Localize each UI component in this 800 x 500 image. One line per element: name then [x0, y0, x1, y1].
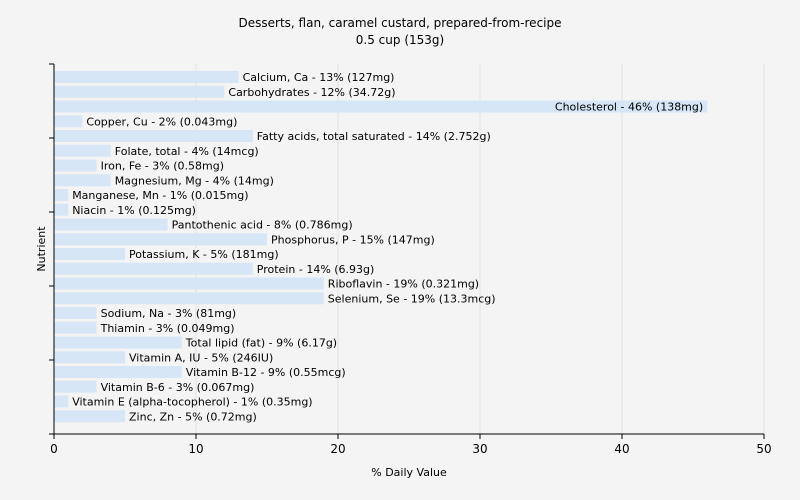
bar-label: Selenium, Se - 19% (13.3mcg) — [328, 292, 496, 305]
bar-label: Phosphorus, P - 15% (147mg) — [271, 233, 435, 246]
bar-label: Manganese, Mn - 1% (0.015mg) — [72, 189, 248, 202]
bar-label: Calcium, Ca - 13% (127mg) — [243, 71, 395, 84]
bar — [54, 233, 267, 246]
bar-label: Iron, Fe - 3% (0.58mg) — [101, 160, 224, 173]
bar — [54, 130, 253, 142]
bar — [54, 71, 239, 83]
bar-label: Sodium, Na - 3% (81mg) — [101, 307, 237, 320]
chart-title: Desserts, flan, caramel custard, prepare… — [239, 16, 562, 30]
bar-label: Potassium, K - 5% (181mg) — [129, 248, 279, 261]
x-tick-label: 10 — [188, 442, 203, 456]
bar — [54, 218, 168, 231]
bar — [54, 159, 97, 172]
bar — [54, 307, 97, 319]
bar — [54, 248, 125, 260]
bar — [54, 144, 111, 157]
bar — [54, 336, 182, 349]
bar — [54, 380, 97, 393]
bar-label: Vitamin E (alpha-tocopherol) - 1% (0.35m… — [72, 396, 312, 409]
y-axis-ticks — [49, 63, 54, 435]
bars: Calcium, Ca - 13% (127mg) Carbohydrates -… — [54, 71, 708, 423]
x-tick-label: 20 — [330, 442, 345, 456]
bar — [54, 366, 182, 378]
bar-label: Vitamin B-12 - 9% (0.55mcg) — [186, 366, 346, 379]
x-tick-label: 30 — [472, 442, 487, 456]
x-tick-label: 0 — [50, 442, 58, 456]
bar — [54, 395, 69, 408]
chart-subtitle: 0.5 cup (153g) — [356, 33, 444, 47]
bar — [54, 85, 225, 98]
bar-label: Cholesterol - 46% (138mg) — [555, 101, 703, 114]
y-axis-label: Nutrient — [35, 226, 48, 272]
bar — [54, 115, 83, 128]
bar-label: Zinc, Zn - 5% (0.72mg) — [129, 410, 257, 423]
x-axis-label: % Daily Value — [371, 466, 447, 479]
bar-label: Copper, Cu - 2% (0.043mg) — [86, 115, 237, 128]
x-tick-label: 50 — [756, 442, 771, 456]
x-axis-ticks: 0 10 20 30 40 50 — [50, 434, 772, 456]
bar — [54, 277, 324, 290]
bar-label: Riboflavin - 19% (0.321mg) — [328, 278, 479, 291]
bar — [54, 174, 111, 187]
bar-label: Niacin - 1% (0.125mg) — [72, 204, 196, 217]
bar-label: Vitamin B-6 - 3% (0.067mg) — [101, 381, 255, 394]
bar-label: Carbohydrates - 12% (34.72g) — [228, 86, 395, 99]
bar-label: Fatty acids, total saturated - 14% (2.75… — [257, 130, 491, 143]
bar-label: Thiamin - 3% (0.049mg) — [100, 322, 235, 335]
bar — [54, 321, 97, 334]
bar — [54, 262, 253, 275]
bar — [54, 189, 69, 201]
bar-label: Protein - 14% (6.93g) — [257, 263, 375, 276]
axes — [53, 64, 764, 435]
bar — [54, 351, 125, 364]
bar-label: Vitamin A, IU - 5% (246IU) — [129, 351, 273, 364]
gridlines — [195, 64, 765, 434]
bar — [54, 100, 708, 113]
bar — [54, 203, 69, 216]
x-tick-label: 40 — [614, 442, 629, 456]
bar-label: Total lipid (fat) - 9% (6.17g) — [185, 337, 337, 350]
bar-label: Magnesium, Mg - 4% (14mg) — [115, 174, 274, 187]
bar-label: Folate, total - 4% (14mcg) — [115, 145, 259, 158]
bar — [54, 410, 125, 423]
bar — [54, 292, 324, 305]
bar-label: Pantothenic acid - 8% (0.786mg) — [172, 219, 353, 232]
